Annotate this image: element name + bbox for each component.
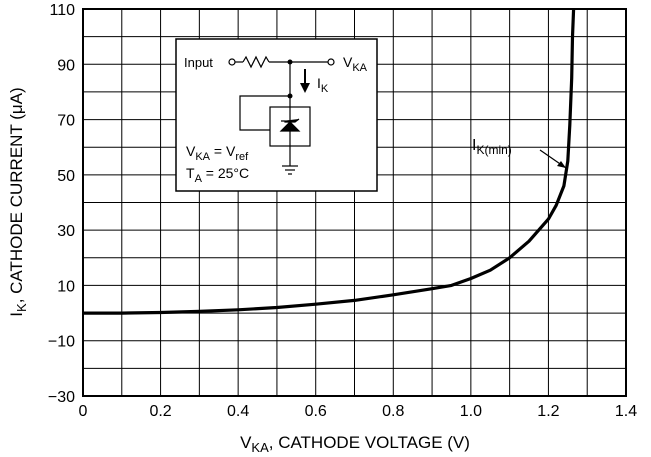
- resistor-icon: [242, 55, 270, 69]
- x-tick-label: 0.8: [382, 403, 404, 420]
- y-tick-label: 110: [49, 2, 75, 19]
- inset-input-label: Input: [184, 55, 213, 70]
- x-tick-label: 1.4: [615, 403, 637, 420]
- x-tick-labels: 0 0.2 0.4 0.6 0.8 1.0 1.2 1.4: [79, 403, 638, 420]
- inset-eq1: VKA = Vref: [186, 143, 249, 163]
- plot-frame: [82, 8, 627, 397]
- y-tick-label: 10: [57, 278, 75, 295]
- y-tick-label: −30: [48, 389, 75, 406]
- x-axis-label: VKA, CATHODE VOLTAGE (V): [240, 433, 470, 455]
- x-tick-label: 0.2: [149, 403, 171, 420]
- ref-feedback-wire: [239, 95, 290, 131]
- x-tick-label: 0.6: [305, 403, 327, 420]
- inset-schematic: Input VKA IK VKA = Vref TA = 25°C: [175, 38, 378, 192]
- input-terminal: [228, 58, 236, 66]
- annotation-arrowhead: [557, 161, 566, 168]
- x-tick-label: 0: [79, 403, 88, 420]
- output-terminal: [327, 58, 335, 66]
- x-tick-label: 1.0: [460, 403, 482, 420]
- inset-eq2: TA = 25°C: [186, 165, 249, 185]
- series-line: [83, 8, 576, 315]
- y-axis-label: IK, CATHODE CURRENT (μA): [7, 87, 29, 316]
- x-tick-label: 0.4: [227, 403, 249, 420]
- inset-vka-label: VKA: [343, 54, 368, 74]
- y-tick-label: −10: [48, 334, 75, 351]
- ik-arrow-head: [300, 83, 310, 93]
- y-tick-label: 30: [57, 223, 75, 240]
- y-tick-label: 70: [57, 113, 75, 130]
- inset-ik-label: IK: [317, 75, 329, 95]
- annotation-label: IK(min): [472, 137, 512, 157]
- y-tick-label: 90: [57, 57, 75, 74]
- y-tick-label: 50: [57, 168, 75, 185]
- x-tick-label: 1.2: [537, 403, 559, 420]
- y-tick-labels: −30 −10 10 30 50 70 90 110: [48, 2, 75, 406]
